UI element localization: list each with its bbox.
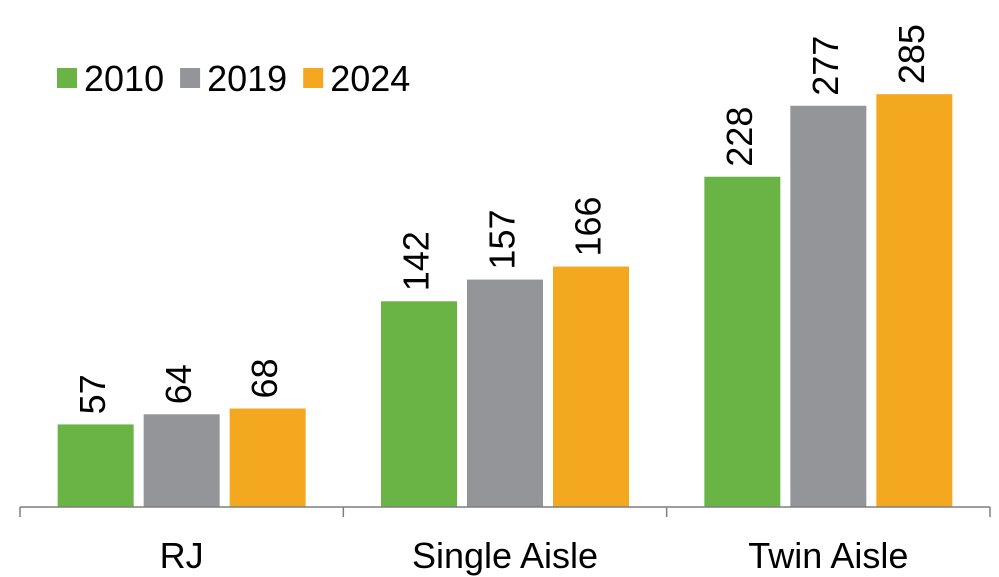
- value-label: 277: [805, 36, 846, 96]
- value-label: 228: [719, 107, 760, 167]
- value-label: 166: [568, 196, 609, 256]
- bar: [229, 408, 306, 507]
- bar: [57, 424, 134, 507]
- bar: [553, 266, 629, 507]
- legend-swatch: [180, 68, 201, 88]
- bar: [381, 301, 457, 507]
- legend-swatch: [303, 68, 324, 88]
- bar: [467, 279, 543, 507]
- x-tick-label: Single Aisle: [412, 535, 598, 576]
- value-label: 157: [482, 209, 523, 269]
- x-tick-label: Twin Aisle: [748, 535, 908, 576]
- legend-label: 2019: [207, 58, 287, 99]
- value-label: 68: [244, 358, 285, 398]
- bar: [704, 176, 781, 507]
- value-label: 285: [891, 24, 932, 84]
- bar: [143, 414, 220, 507]
- bar: [876, 94, 953, 508]
- x-tick-label: RJ: [160, 535, 204, 576]
- value-label: 64: [158, 364, 199, 404]
- legend-label: 2010: [84, 58, 164, 99]
- bar: [790, 105, 867, 507]
- value-label: 142: [396, 231, 437, 291]
- legend-swatch: [57, 68, 77, 88]
- value-label: 57: [72, 374, 113, 414]
- legend-label: 2024: [330, 58, 410, 99]
